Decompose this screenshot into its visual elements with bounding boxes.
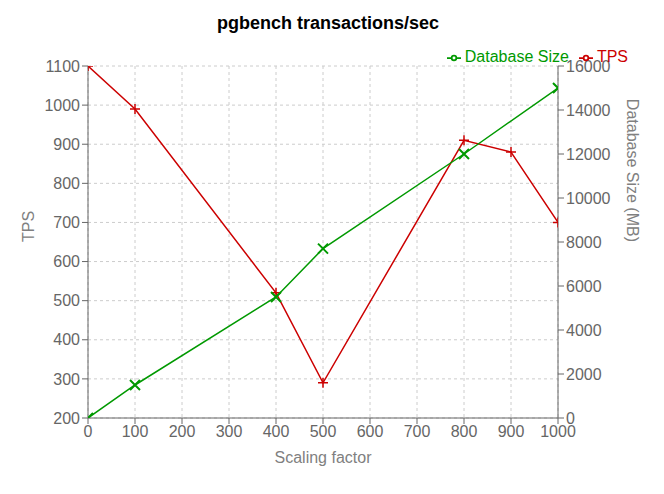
svg-text:300: 300 [53, 371, 80, 388]
svg-text:Database Size (MB): Database Size (MB) [624, 99, 641, 242]
svg-text:1100: 1100 [46, 58, 81, 75]
svg-text:14000: 14000 [566, 102, 611, 119]
svg-text:300: 300 [216, 423, 243, 440]
svg-text:600: 600 [357, 423, 384, 440]
svg-text:400: 400 [53, 331, 80, 348]
html-text:TPS: TPS [596, 48, 628, 65]
html-text:pgbench transactions/sec: pgbench transactions/sec [217, 13, 439, 33]
svg-text:800: 800 [53, 175, 80, 192]
svg-text:100: 100 [122, 423, 149, 440]
svg-text:200: 200 [53, 410, 80, 427]
svg-text:400: 400 [263, 423, 290, 440]
svg-text:700: 700 [404, 423, 431, 440]
svg-text:4000: 4000 [566, 322, 602, 339]
svg-text:0: 0 [566, 410, 575, 427]
svg-text:600: 600 [53, 253, 80, 270]
svg-text:500: 500 [53, 292, 80, 309]
svg-text:8000: 8000 [566, 234, 602, 251]
svg-text:900: 900 [498, 423, 525, 440]
svg-text:16000: 16000 [566, 58, 611, 75]
svg-text:10000: 10000 [566, 190, 611, 207]
svg-text:900: 900 [53, 136, 80, 153]
html-text:Database Size: Database Size [464, 48, 569, 65]
svg-text:1000: 1000 [44, 97, 80, 114]
svg-text:1000: 1000 [540, 423, 576, 441]
svg-text:12000: 12000 [566, 146, 611, 163]
svg-text:TPS: TPS [20, 211, 37, 242]
svg-text:700: 700 [53, 214, 80, 231]
svg-text:200: 200 [169, 423, 196, 440]
svg-text:500: 500 [310, 423, 337, 440]
svg-text:0: 0 [84, 423, 93, 440]
svg-text:6000: 6000 [566, 278, 602, 295]
svg-text:Scaling factor: Scaling factor [275, 449, 373, 466]
svg-text:800: 800 [451, 423, 478, 440]
svg-text:2000: 2000 [566, 366, 602, 383]
